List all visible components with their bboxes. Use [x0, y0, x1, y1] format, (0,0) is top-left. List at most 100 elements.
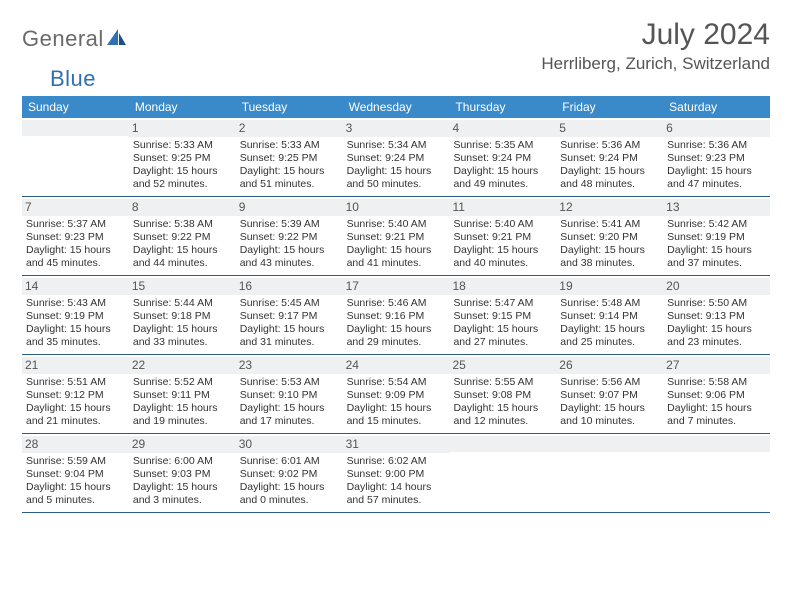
- calendar-day: 6Sunrise: 5:36 AMSunset: 9:23 PMDaylight…: [663, 118, 770, 196]
- sunset-text: Sunset: 9:21 PM: [347, 231, 446, 244]
- day-details: Sunrise: 5:36 AMSunset: 9:24 PMDaylight:…: [560, 139, 659, 192]
- daylight-text: Daylight: 15 hours and 40 minutes.: [453, 244, 552, 270]
- day-number: 13: [663, 199, 770, 216]
- day-number: 19: [556, 278, 663, 295]
- daylight-text: Daylight: 15 hours and 35 minutes.: [26, 323, 125, 349]
- calendar-day: 31 Sunrise: 6:02 AMSunset: 9:00 PMDayligh…: [343, 434, 450, 512]
- sunrise-text: Sunrise: 5:55 AM: [453, 376, 552, 389]
- calendar-day: 8 Sunrise: 5:38 AMSunset: 9:22 PMDaylight…: [129, 197, 236, 275]
- daylight-text: Daylight: 15 hours and 25 minutes.: [560, 323, 659, 349]
- daylight-text: Daylight: 15 hours and 37 minutes.: [667, 244, 766, 270]
- day-details: Sunrise: 5:41 AMSunset: 9:20 PMDaylight:…: [560, 218, 659, 271]
- sunrise-text: Sunrise: 5:40 AM: [347, 218, 446, 231]
- sunrise-text: Sunrise: 5:56 AM: [560, 376, 659, 389]
- daylight-text: Daylight: 15 hours and 12 minutes.: [453, 402, 552, 428]
- location-text: Herrliberg, Zurich, Switzerland: [541, 54, 770, 74]
- day-details: Sunrise: 5:51 AMSunset: 9:12 PMDaylight:…: [26, 376, 125, 429]
- calendar-day: 5Sunrise: 5:36 AMSunset: 9:24 PMDaylight…: [556, 118, 663, 196]
- logo-text-blue: Blue: [50, 66, 96, 91]
- calendar-week: 21Sunrise: 5:51 AMSunset: 9:12 PMDayligh…: [22, 355, 770, 434]
- daylight-text: Daylight: 15 hours and 33 minutes.: [133, 323, 232, 349]
- sunrise-text: Sunrise: 6:00 AM: [133, 455, 232, 468]
- day-number: 15: [129, 278, 236, 295]
- daylight-text: Daylight: 15 hours and 7 minutes.: [667, 402, 766, 428]
- calendar-day: 9 Sunrise: 5:39 AMSunset: 9:22 PMDaylight…: [236, 197, 343, 275]
- day-number: 22: [129, 357, 236, 374]
- day-number: 29: [129, 436, 236, 453]
- empty-day-header: [663, 436, 770, 452]
- calendar-day: 21Sunrise: 5:51 AMSunset: 9:12 PMDayligh…: [22, 355, 129, 433]
- sunset-text: Sunset: 9:20 PM: [560, 231, 659, 244]
- day-number: 24: [343, 357, 450, 374]
- day-details: Sunrise: 5:59 AMSunset: 9:04 PMDaylight:…: [26, 455, 125, 508]
- calendar-week: 28Sunrise: 5:59 AMSunset: 9:04 PMDayligh…: [22, 434, 770, 513]
- day-number: 8: [129, 199, 236, 216]
- weekday-monday: Monday: [129, 96, 236, 118]
- day-number: 7: [22, 199, 129, 216]
- day-details: Sunrise: 5:48 AMSunset: 9:14 PMDaylight:…: [560, 297, 659, 350]
- daylight-text: Daylight: 15 hours and 0 minutes.: [240, 481, 339, 507]
- day-number: 31: [343, 436, 450, 453]
- sunrise-text: Sunrise: 5:43 AM: [26, 297, 125, 310]
- day-number: 12: [556, 199, 663, 216]
- logo-sail-icon: [106, 27, 128, 52]
- day-number: 9: [236, 199, 343, 216]
- day-details: Sunrise: 5:42 AMSunset: 9:19 PMDaylight:…: [667, 218, 766, 271]
- daylight-text: Daylight: 15 hours and 52 minutes.: [133, 165, 232, 191]
- day-number: 23: [236, 357, 343, 374]
- sunrise-text: Sunrise: 5:39 AM: [240, 218, 339, 231]
- calendar-day: [663, 434, 770, 512]
- weekday-wednesday: Wednesday: [343, 96, 450, 118]
- sunrise-text: Sunrise: 6:02 AM: [347, 455, 446, 468]
- day-details: Sunrise: 5:56 AMSunset: 9:07 PMDaylight:…: [560, 376, 659, 429]
- empty-day-header: [449, 436, 556, 452]
- weeks-container: 1Sunrise: 5:33 AMSunset: 9:25 PMDaylight…: [22, 118, 770, 513]
- sunset-text: Sunset: 9:09 PM: [347, 389, 446, 402]
- sunset-text: Sunset: 9:18 PM: [133, 310, 232, 323]
- calendar-day: 19 Sunrise: 5:48 AMSunset: 9:14 PMDayligh…: [556, 276, 663, 354]
- sunrise-text: Sunrise: 5:36 AM: [667, 139, 766, 152]
- day-details: Sunrise: 5:39 AMSunset: 9:22 PMDaylight:…: [240, 218, 339, 271]
- calendar-day: 30Sunrise: 6:01 AMSunset: 9:02 PMDayligh…: [236, 434, 343, 512]
- calendar-day: 27Sunrise: 5:58 AMSunset: 9:06 PMDayligh…: [663, 355, 770, 433]
- sunset-text: Sunset: 9:07 PM: [560, 389, 659, 402]
- day-number: 6: [663, 120, 770, 137]
- sunset-text: Sunset: 9:06 PM: [667, 389, 766, 402]
- empty-day-header: [22, 120, 129, 136]
- day-details: Sunrise: 5:40 AMSunset: 9:21 PMDaylight:…: [347, 218, 446, 271]
- sunrise-text: Sunrise: 5:53 AM: [240, 376, 339, 389]
- calendar-day: 23Sunrise: 5:53 AMSunset: 9:10 PMDayligh…: [236, 355, 343, 433]
- calendar-day: 1Sunrise: 5:33 AMSunset: 9:25 PMDaylight…: [129, 118, 236, 196]
- page-header: General July 2024 Herrliberg, Zurich, Sw…: [22, 18, 770, 74]
- day-details: Sunrise: 5:38 AMSunset: 9:22 PMDaylight:…: [133, 218, 232, 271]
- sunrise-text: Sunrise: 5:59 AM: [26, 455, 125, 468]
- day-details: Sunrise: 6:02 AMSunset: 9:00 PMDaylight:…: [347, 455, 446, 508]
- sunrise-text: Sunrise: 5:37 AM: [26, 218, 125, 231]
- daylight-text: Daylight: 15 hours and 49 minutes.: [453, 165, 552, 191]
- calendar-day: 10Sunrise: 5:40 AMSunset: 9:21 PMDayligh…: [343, 197, 450, 275]
- day-number: 20: [663, 278, 770, 295]
- day-details: Sunrise: 5:46 AMSunset: 9:16 PMDaylight:…: [347, 297, 446, 350]
- sunrise-text: Sunrise: 5:41 AM: [560, 218, 659, 231]
- daylight-text: Daylight: 15 hours and 44 minutes.: [133, 244, 232, 270]
- sunrise-text: Sunrise: 5:54 AM: [347, 376, 446, 389]
- daylight-text: Daylight: 15 hours and 10 minutes.: [560, 402, 659, 428]
- calendar-day: 12 Sunrise: 5:41 AMSunset: 9:20 PMDayligh…: [556, 197, 663, 275]
- calendar-day: [22, 118, 129, 196]
- day-number: 26: [556, 357, 663, 374]
- daylight-text: Daylight: 15 hours and 48 minutes.: [560, 165, 659, 191]
- calendar-day: [556, 434, 663, 512]
- sunset-text: Sunset: 9:15 PM: [453, 310, 552, 323]
- calendar-week: 7Sunrise: 5:37 AMSunset: 9:23 PMDaylight…: [22, 197, 770, 276]
- daylight-text: Daylight: 15 hours and 29 minutes.: [347, 323, 446, 349]
- sunrise-text: Sunrise: 5:47 AM: [453, 297, 552, 310]
- calendar-day: 14Sunrise: 5:43 AMSunset: 9:19 PMDayligh…: [22, 276, 129, 354]
- calendar-week: 1Sunrise: 5:33 AMSunset: 9:25 PMDaylight…: [22, 118, 770, 197]
- daylight-text: Daylight: 15 hours and 41 minutes.: [347, 244, 446, 270]
- day-details: Sunrise: 5:45 AMSunset: 9:17 PMDaylight:…: [240, 297, 339, 350]
- day-details: Sunrise: 5:35 AMSunset: 9:24 PMDaylight:…: [453, 139, 552, 192]
- calendar-day: 2Sunrise: 5:33 AMSunset: 9:25 PMDaylight…: [236, 118, 343, 196]
- day-details: Sunrise: 5:50 AMSunset: 9:13 PMDaylight:…: [667, 297, 766, 350]
- day-number: 25: [449, 357, 556, 374]
- calendar-day: 25Sunrise: 5:55 AMSunset: 9:08 PMDayligh…: [449, 355, 556, 433]
